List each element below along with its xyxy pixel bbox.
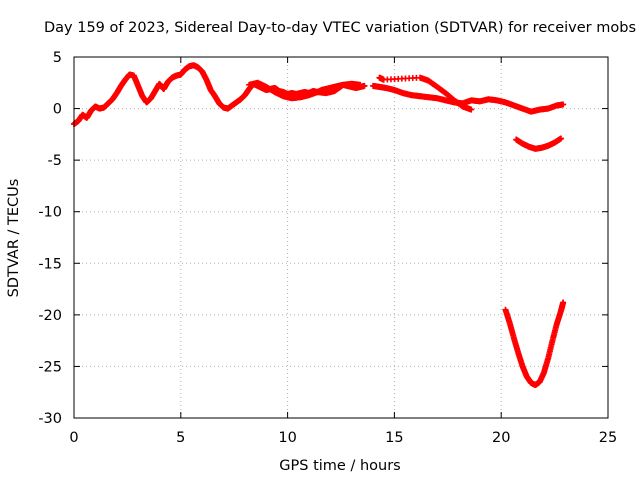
data-point xyxy=(560,101,567,108)
y-tick-label: -10 xyxy=(38,205,62,221)
series-main-track-secondary xyxy=(246,79,364,102)
plot-frame xyxy=(73,56,609,419)
y-tick-label: -15 xyxy=(38,256,62,272)
y-tick-label: -20 xyxy=(38,308,62,324)
data-point xyxy=(357,81,364,88)
data-point xyxy=(558,135,565,142)
series-late-arc-lower xyxy=(502,299,567,388)
y-tick-label: 5 xyxy=(53,50,62,66)
y-axis-label: SDTVAR / TECUs xyxy=(6,179,22,298)
data-point xyxy=(560,299,567,306)
series-afternoon-track xyxy=(370,82,567,115)
y-tick-label: -30 xyxy=(38,411,62,427)
x-tick-label: 25 xyxy=(599,430,617,446)
y-tick-label: -5 xyxy=(48,153,62,169)
x-tick-label: 0 xyxy=(69,430,78,446)
chart-title: Day 159 of 2023, Sidereal Day-to-day VTE… xyxy=(44,20,636,36)
data-point xyxy=(468,106,475,113)
x-tick-label: 5 xyxy=(176,430,185,446)
y-tick-label: -25 xyxy=(38,359,62,375)
series-afternoon-track-secondary xyxy=(376,74,475,113)
x-tick-label: 20 xyxy=(492,430,510,446)
x-tick-label: 10 xyxy=(278,430,296,446)
axis-ticks: 0 5 10 15 20 25 5 0 -5 -10 -15 -20 -25 -30 xyxy=(38,50,617,446)
x-tick-label: 15 xyxy=(385,430,403,446)
data-points xyxy=(71,62,567,388)
series-late-arc-upper xyxy=(513,135,565,152)
y-tick-label: 0 xyxy=(53,102,62,118)
data-point xyxy=(361,82,368,89)
x-axis-label: GPS time / hours xyxy=(279,458,400,474)
